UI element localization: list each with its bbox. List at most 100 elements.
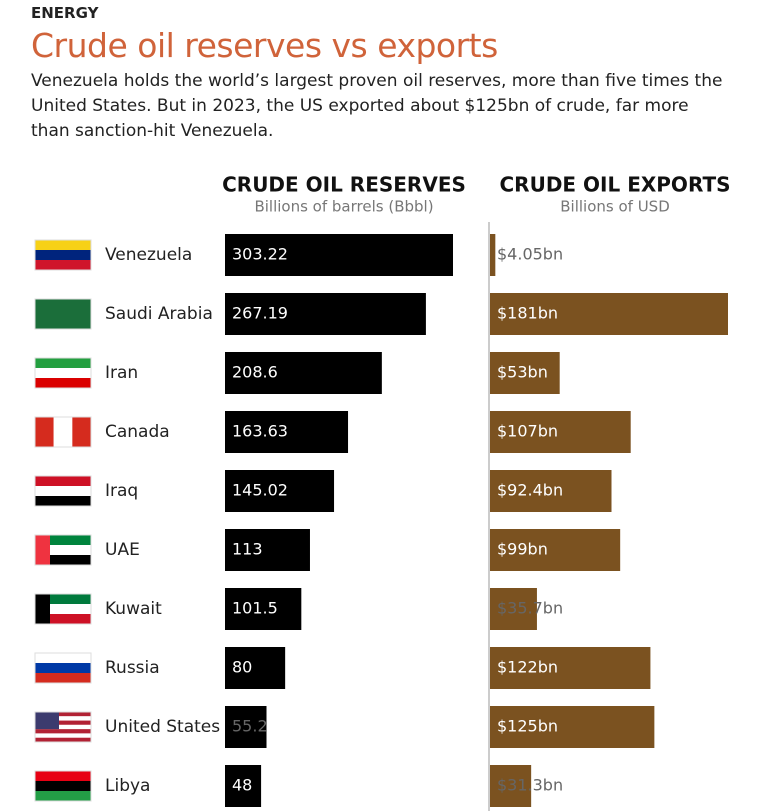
category-label: United States xyxy=(105,717,220,737)
category-label: Saudi Arabia xyxy=(105,304,213,324)
flag xyxy=(34,593,92,625)
value-label: 55.2 xyxy=(232,717,268,736)
category-label: UAE xyxy=(105,540,140,560)
flag-border xyxy=(34,593,92,625)
flag-stripe xyxy=(35,781,91,791)
bar xyxy=(490,529,621,571)
flag-stripe xyxy=(72,417,91,447)
flag-stripe xyxy=(35,737,91,742)
flag-stripe xyxy=(35,604,91,614)
panel-subtitle: Billions of barrels (Bbbl) xyxy=(254,198,433,216)
value-label: 267.19 xyxy=(232,304,288,323)
flag-stripe xyxy=(35,716,91,721)
flag xyxy=(34,475,92,507)
bar xyxy=(490,647,651,689)
flag-stripe xyxy=(35,724,91,730)
bar xyxy=(225,411,349,453)
flag-stripe xyxy=(35,476,91,486)
flag-border xyxy=(34,239,92,271)
bar xyxy=(225,765,262,807)
flag-stripe xyxy=(35,535,91,545)
flag-stripe xyxy=(35,486,91,496)
flag-border xyxy=(34,770,92,802)
flag-stripe xyxy=(35,240,91,250)
flag xyxy=(34,534,92,566)
flag-border xyxy=(34,711,92,743)
kicker: ENERGY xyxy=(31,4,99,22)
flag-stripe xyxy=(35,299,91,329)
flag-border xyxy=(34,652,92,684)
flag-stripe xyxy=(35,368,91,378)
chart-subtitle: Venezuela holds the world’s largest prov… xyxy=(31,71,723,141)
bar xyxy=(490,234,496,276)
flag xyxy=(34,357,92,389)
flag-border xyxy=(34,416,92,448)
bar xyxy=(490,411,631,453)
bar xyxy=(490,470,612,512)
category-label: Iraq xyxy=(105,481,138,501)
flag-stripe xyxy=(35,791,91,801)
bar xyxy=(225,588,302,630)
value-label: 113 xyxy=(232,540,263,559)
flag-stripe xyxy=(53,417,73,447)
bar xyxy=(225,293,426,335)
flag-stripe xyxy=(35,673,91,683)
bar xyxy=(225,470,335,512)
value-label: $31.3bn xyxy=(497,776,563,795)
bar xyxy=(225,234,453,276)
flag-stripe xyxy=(35,712,91,717)
flag xyxy=(34,298,92,330)
flag-stripe xyxy=(35,594,91,604)
value-label: $92.4bn xyxy=(497,481,563,500)
value-label: $35.7bn xyxy=(497,599,563,618)
bar xyxy=(490,706,655,748)
header: ENERGY Crude oil reserves vs exports Ven… xyxy=(31,4,731,144)
flag-stripe xyxy=(35,733,91,738)
flag-stripe xyxy=(35,260,91,270)
bar xyxy=(490,765,532,807)
flag-border xyxy=(34,298,92,330)
value-label: $99bn xyxy=(497,540,548,559)
chart-title: Crude oil reserves vs exports xyxy=(31,26,498,65)
value-label: $107bn xyxy=(497,422,558,441)
flag xyxy=(34,652,92,684)
flag-border xyxy=(34,357,92,389)
category-label: Russia xyxy=(105,658,160,678)
flag-stripe xyxy=(35,594,50,624)
flag-stripe xyxy=(35,663,91,673)
bar xyxy=(490,588,537,630)
value-label: 208.6 xyxy=(232,363,278,382)
bar xyxy=(490,352,560,394)
value-label: 145.02 xyxy=(232,481,288,500)
value-label: $181bn xyxy=(497,304,558,323)
flag xyxy=(34,711,92,743)
flag-border xyxy=(34,534,92,566)
value-label: $122bn xyxy=(497,658,558,677)
category-label: Kuwait xyxy=(105,599,162,619)
bar xyxy=(225,352,382,394)
flag-stripe xyxy=(35,653,91,663)
flag-stripe xyxy=(35,614,91,624)
flag-stripe xyxy=(35,496,91,506)
category-label: Iran xyxy=(105,363,138,383)
value-label: $53bn xyxy=(497,363,548,382)
flag-stripe xyxy=(35,250,91,260)
value-label: 101.5 xyxy=(232,599,278,618)
value-label: 48 xyxy=(232,776,252,795)
value-label: 80 xyxy=(232,658,252,677)
bar xyxy=(225,529,310,571)
value-label: 163.63 xyxy=(232,422,288,441)
flag-stripe xyxy=(35,358,91,368)
category-label: Venezuela xyxy=(105,245,192,265)
flag-stripe xyxy=(35,545,91,555)
bar xyxy=(225,706,267,748)
bar xyxy=(490,293,728,335)
flag-stripe xyxy=(35,771,91,781)
panel-title: CRUDE OIL EXPORTS xyxy=(500,173,731,197)
flag xyxy=(34,770,92,802)
flag-canton xyxy=(35,712,59,730)
flag-stripe xyxy=(35,417,54,447)
flag-stripe xyxy=(35,378,91,388)
